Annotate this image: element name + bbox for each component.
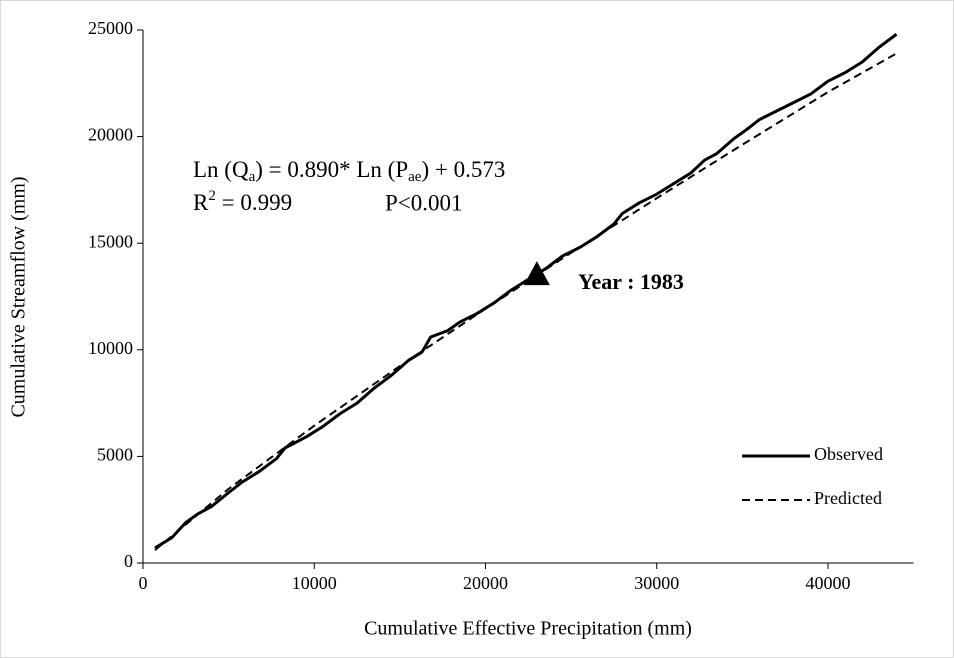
- y-tick-label: 25000: [88, 18, 133, 38]
- annotation-part: 2: [208, 188, 216, 204]
- annotation-part: ae: [408, 169, 422, 185]
- y-tick-label: 0: [124, 551, 133, 571]
- annotation-part: ) + 0.573: [421, 157, 505, 182]
- y-axis-title: Cumulative Streamflow (mm): [8, 176, 30, 417]
- annotation-part: a: [249, 169, 256, 185]
- x-tick-label: 0: [139, 573, 148, 593]
- annotation-part: = 0.999: [216, 190, 292, 215]
- annotation: R2 = 0.999: [193, 188, 292, 215]
- y-tick-label: 15000: [88, 231, 133, 251]
- annotation-part: R: [193, 190, 209, 215]
- y-tick-label: 20000: [88, 125, 133, 145]
- y-tick-label: 10000: [88, 338, 133, 358]
- legend-label: Observed: [814, 444, 883, 464]
- event-marker: [523, 261, 550, 286]
- y-tick-label: 5000: [97, 445, 133, 465]
- annotation: P<0.001: [385, 190, 463, 215]
- annotation: Year : 1983: [578, 269, 684, 294]
- annotation-part: Ln (Q: [193, 157, 249, 182]
- x-tick-label: 20000: [463, 573, 508, 593]
- x-tick-label: 30000: [634, 573, 679, 593]
- x-tick-label: 40000: [805, 573, 850, 593]
- x-tick-label: 10000: [292, 573, 337, 593]
- x-axis-title: Cumulative Effective Precipitation (mm): [364, 618, 692, 640]
- annotation-part: ) = 0.890* Ln (P: [255, 157, 408, 182]
- annotation: Ln (Qa) = 0.890* Ln (Pae) + 0.573: [193, 157, 505, 185]
- series-line: [154, 33, 898, 550]
- legend-label: Predicted: [814, 488, 882, 508]
